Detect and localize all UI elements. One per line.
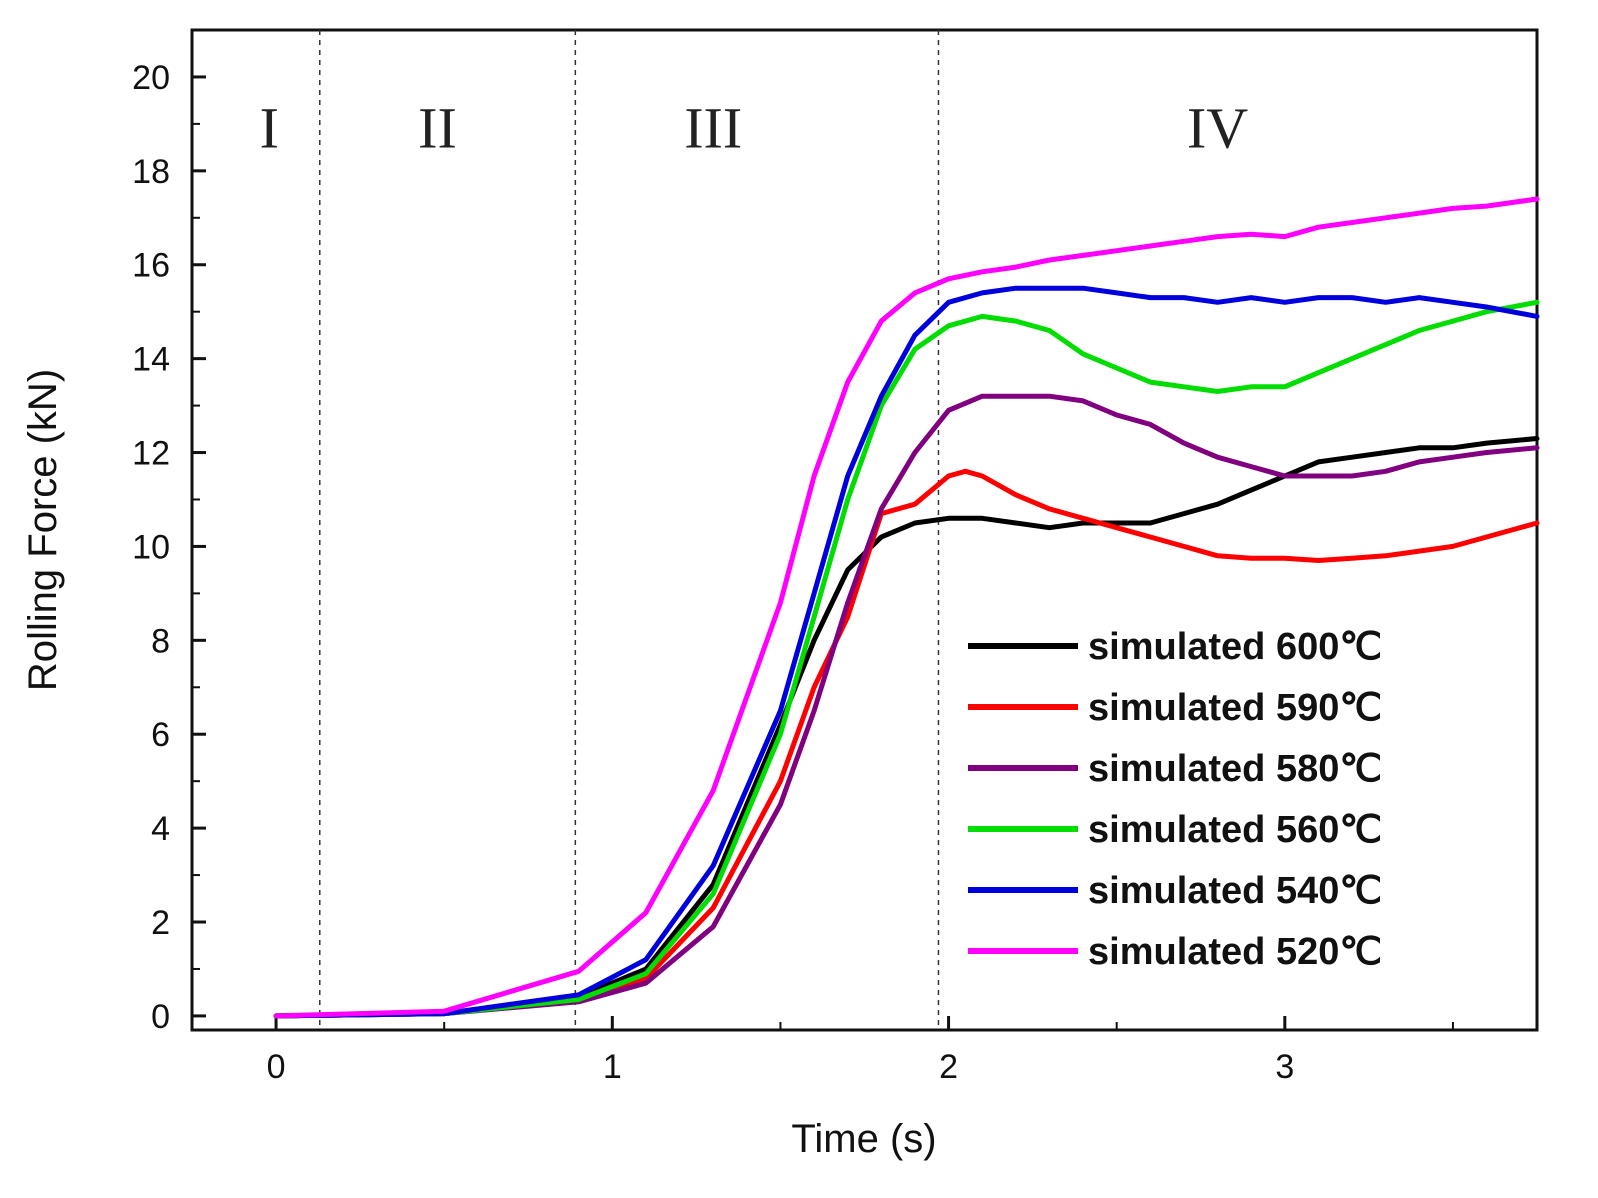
y-tick-label: 16 — [132, 247, 170, 285]
region-label: II — [418, 95, 457, 160]
y-tick-label: 20 — [132, 59, 170, 97]
legend-label: simulated 520℃ — [1088, 931, 1382, 973]
y-tick-label: 14 — [132, 341, 170, 379]
legend-label: simulated 540℃ — [1088, 870, 1382, 912]
region-dividers — [319, 30, 940, 1030]
legend-label: simulated 600℃ — [1088, 626, 1382, 668]
x-tick-label: 0 — [267, 1048, 286, 1086]
x-tick-label: 1 — [603, 1048, 622, 1086]
legend-label: simulated 580℃ — [1088, 748, 1382, 790]
region-labels: I II III IV — [260, 95, 1249, 160]
x-axis-title: Time (s) — [791, 1117, 936, 1161]
y-tick-label: 18 — [132, 153, 170, 191]
series-lines — [273, 196, 1540, 1019]
legend: simulated 600℃ simulated 590℃ simulated 58… — [968, 626, 1382, 973]
y-axis-title: Rolling Force (kN) — [21, 369, 65, 691]
y-tick-label: 0 — [151, 998, 170, 1036]
y-tick-label: 12 — [132, 435, 170, 473]
plot-frame — [190, 28, 1539, 1032]
x-tick-label: 3 — [1275, 1048, 1294, 1086]
series-line — [273, 285, 1540, 1019]
legend-label: simulated 560℃ — [1088, 809, 1382, 851]
x-tick-label: 2 — [939, 1048, 958, 1086]
series-line — [273, 299, 1540, 1019]
y-tick-label: 10 — [132, 528, 170, 566]
series-line — [273, 196, 1540, 1019]
series-line — [273, 468, 1540, 1019]
x-axis-ticks: 0 1 2 3 — [267, 1016, 1454, 1086]
y-tick-label: 4 — [151, 810, 170, 848]
region-label: III — [684, 95, 742, 160]
y-tick-label: 8 — [151, 622, 170, 660]
y-tick-label: 6 — [151, 716, 170, 754]
region-label: I — [260, 95, 279, 160]
region-label: IV — [1187, 95, 1248, 160]
y-axis-ticks: 0 2 4 6 8 10 12 14 16 18 20 — [132, 59, 206, 1036]
series-line — [273, 393, 1540, 1019]
series-line — [273, 436, 1540, 1019]
y-tick-label: 2 — [151, 904, 170, 942]
legend-label: simulated 590℃ — [1088, 687, 1382, 729]
